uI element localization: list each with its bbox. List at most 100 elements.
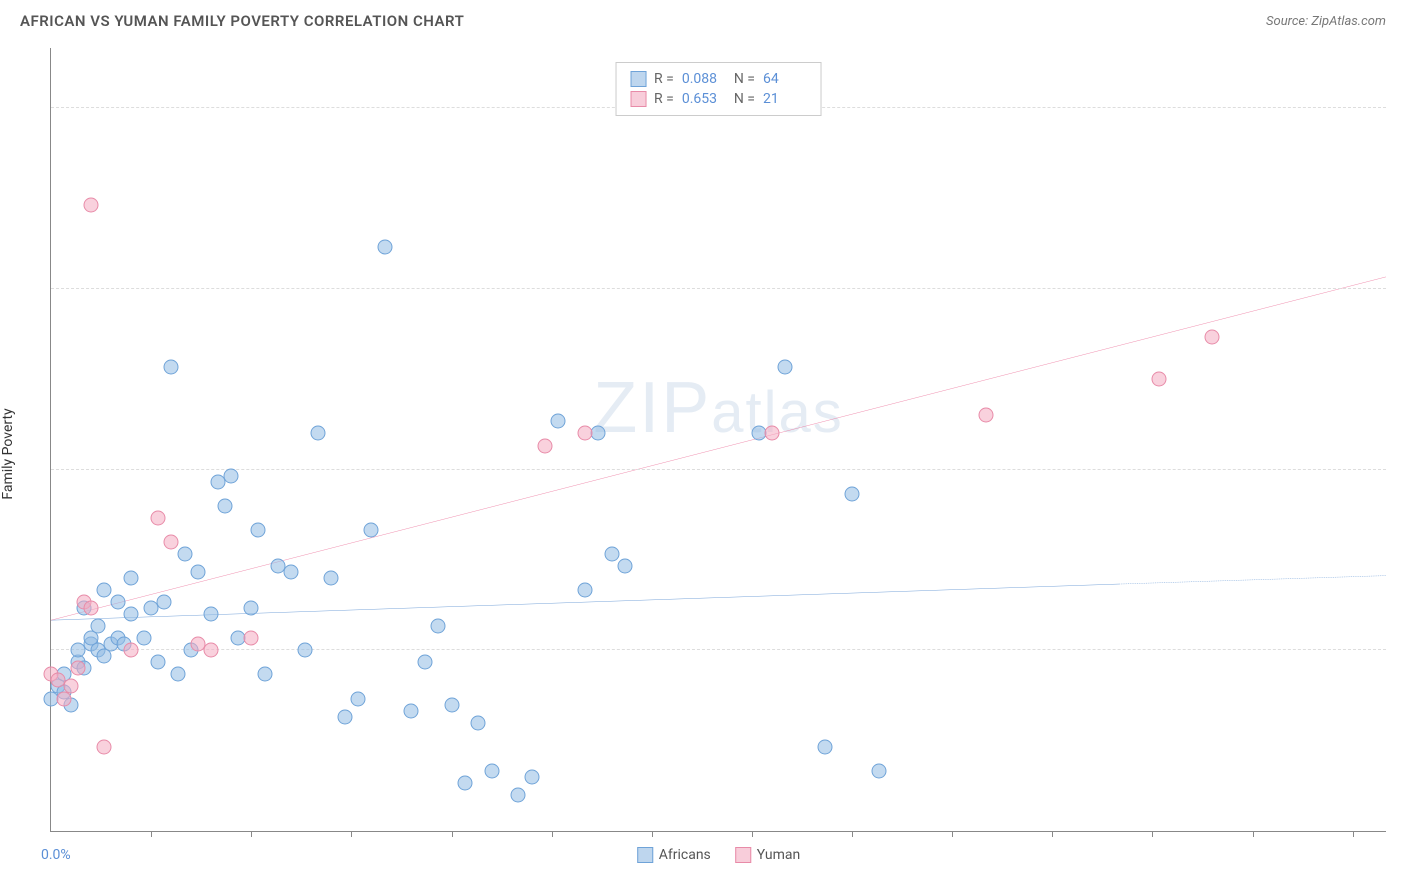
y-axis-label: Family Poverty bbox=[0, 408, 16, 499]
x-tick bbox=[1353, 831, 1354, 837]
legend-row-africans: R = 0.088 N = 64 bbox=[630, 69, 807, 89]
r-value-africans: 0.088 bbox=[682, 71, 726, 87]
chart-title: AFRICAN VS YUMAN FAMILY POVERTY CORRELAT… bbox=[20, 12, 464, 30]
r-value-yuman: 0.653 bbox=[682, 91, 726, 107]
data-point bbox=[177, 546, 192, 561]
data-point bbox=[311, 426, 326, 441]
data-point bbox=[604, 546, 619, 561]
data-point bbox=[110, 595, 125, 610]
data-point bbox=[64, 679, 79, 694]
series-legend: Africans Yuman bbox=[637, 847, 801, 863]
legend-item-yuman: Yuman bbox=[735, 847, 800, 863]
n-label: N = bbox=[734, 71, 755, 87]
data-point bbox=[1152, 372, 1167, 387]
data-point bbox=[97, 583, 112, 598]
x-axis-min-label: 0.0% bbox=[41, 847, 71, 863]
data-point bbox=[337, 709, 352, 724]
data-point bbox=[484, 763, 499, 778]
data-point bbox=[778, 360, 793, 375]
swatch-pink-icon bbox=[630, 91, 646, 107]
data-point bbox=[157, 595, 172, 610]
data-point bbox=[537, 438, 552, 453]
data-point bbox=[84, 601, 99, 616]
data-point bbox=[124, 571, 139, 586]
swatch-blue-icon bbox=[630, 71, 646, 87]
x-tick bbox=[652, 831, 653, 837]
gridline bbox=[51, 469, 1386, 470]
data-point bbox=[150, 655, 165, 670]
data-point bbox=[457, 775, 472, 790]
data-point bbox=[164, 360, 179, 375]
x-tick bbox=[1152, 831, 1153, 837]
data-point bbox=[170, 667, 185, 682]
x-tick bbox=[251, 831, 252, 837]
correlation-legend: R = 0.088 N = 64 R = 0.653 N = 21 bbox=[615, 62, 822, 116]
x-tick bbox=[1052, 831, 1053, 837]
x-tick bbox=[151, 831, 152, 837]
data-point bbox=[150, 510, 165, 525]
x-tick bbox=[1253, 831, 1254, 837]
x-tick bbox=[852, 831, 853, 837]
trendlines bbox=[51, 48, 1386, 831]
data-point bbox=[244, 601, 259, 616]
data-point bbox=[257, 667, 272, 682]
data-point bbox=[764, 426, 779, 441]
x-tick bbox=[452, 831, 453, 837]
chart-container: ZIPatlas R = 0.088 N = 64 R = 0.653 N = … bbox=[50, 48, 1386, 832]
data-point bbox=[871, 763, 886, 778]
r-label: R = bbox=[654, 91, 674, 107]
data-point bbox=[124, 643, 139, 658]
data-point bbox=[978, 408, 993, 423]
data-point bbox=[377, 239, 392, 254]
swatch-pink-icon bbox=[735, 847, 751, 863]
data-point bbox=[444, 697, 459, 712]
data-point bbox=[578, 583, 593, 598]
data-point bbox=[217, 498, 232, 513]
data-point bbox=[297, 643, 312, 658]
data-point bbox=[137, 631, 152, 646]
x-tick bbox=[351, 831, 352, 837]
data-point bbox=[124, 607, 139, 622]
legend-row-yuman: R = 0.653 N = 21 bbox=[630, 89, 807, 109]
data-point bbox=[431, 619, 446, 634]
data-point bbox=[164, 534, 179, 549]
data-point bbox=[250, 522, 265, 537]
data-point bbox=[578, 426, 593, 441]
data-point bbox=[404, 703, 419, 718]
data-point bbox=[204, 643, 219, 658]
data-point bbox=[190, 565, 205, 580]
legend-label: Yuman bbox=[757, 847, 800, 863]
gridline bbox=[51, 649, 1386, 650]
gridline bbox=[51, 288, 1386, 289]
data-point bbox=[284, 565, 299, 580]
data-point bbox=[591, 426, 606, 441]
n-value-africans: 64 bbox=[763, 71, 807, 87]
x-tick bbox=[752, 831, 753, 837]
data-point bbox=[364, 522, 379, 537]
data-point bbox=[204, 607, 219, 622]
x-tick bbox=[952, 831, 953, 837]
source-attribution: Source: ZipAtlas.com bbox=[1266, 14, 1386, 29]
data-point bbox=[84, 197, 99, 212]
swatch-blue-icon bbox=[637, 847, 653, 863]
data-point bbox=[70, 661, 85, 676]
data-point bbox=[618, 559, 633, 574]
data-point bbox=[511, 787, 526, 802]
data-point bbox=[417, 655, 432, 670]
data-point bbox=[324, 571, 339, 586]
data-point bbox=[1205, 330, 1220, 345]
data-point bbox=[818, 739, 833, 754]
legend-item-africans: Africans bbox=[637, 847, 711, 863]
data-point bbox=[244, 631, 259, 646]
n-label: N = bbox=[734, 91, 755, 107]
data-point bbox=[90, 619, 105, 634]
data-point bbox=[224, 468, 239, 483]
n-value-yuman: 21 bbox=[763, 91, 807, 107]
data-point bbox=[351, 691, 366, 706]
r-label: R = bbox=[654, 71, 674, 87]
legend-label: Africans bbox=[659, 847, 711, 863]
data-point bbox=[551, 414, 566, 429]
data-point bbox=[97, 739, 112, 754]
data-point bbox=[524, 769, 539, 784]
plot-area: ZIPatlas R = 0.088 N = 64 R = 0.653 N = … bbox=[50, 48, 1386, 832]
